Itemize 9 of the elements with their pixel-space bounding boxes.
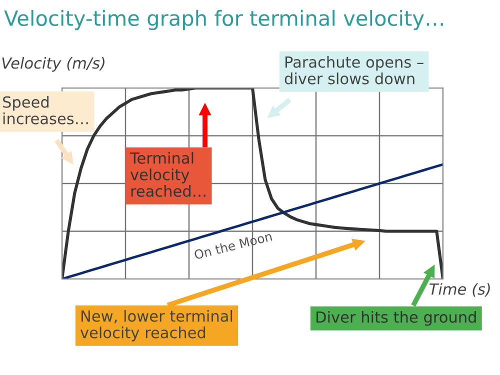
text: On the Moon (194, 231, 272, 260)
text: Diver hits the ground (316, 311, 476, 326)
x-axis-title: Time (s) (430, 283, 490, 297)
chart-title: Velocity-time graph for terminal velocity… (4, 10, 443, 30)
annotation: Speed increases… (3, 96, 88, 124)
y-axis-title: Velocity (m/s) (2, 56, 104, 72)
text: New, lower terminal velocity reached (80, 310, 232, 342)
annotation: Terminal velocity reached… (130, 152, 206, 197)
text: Parachute opens – diver slows down (284, 56, 424, 84)
